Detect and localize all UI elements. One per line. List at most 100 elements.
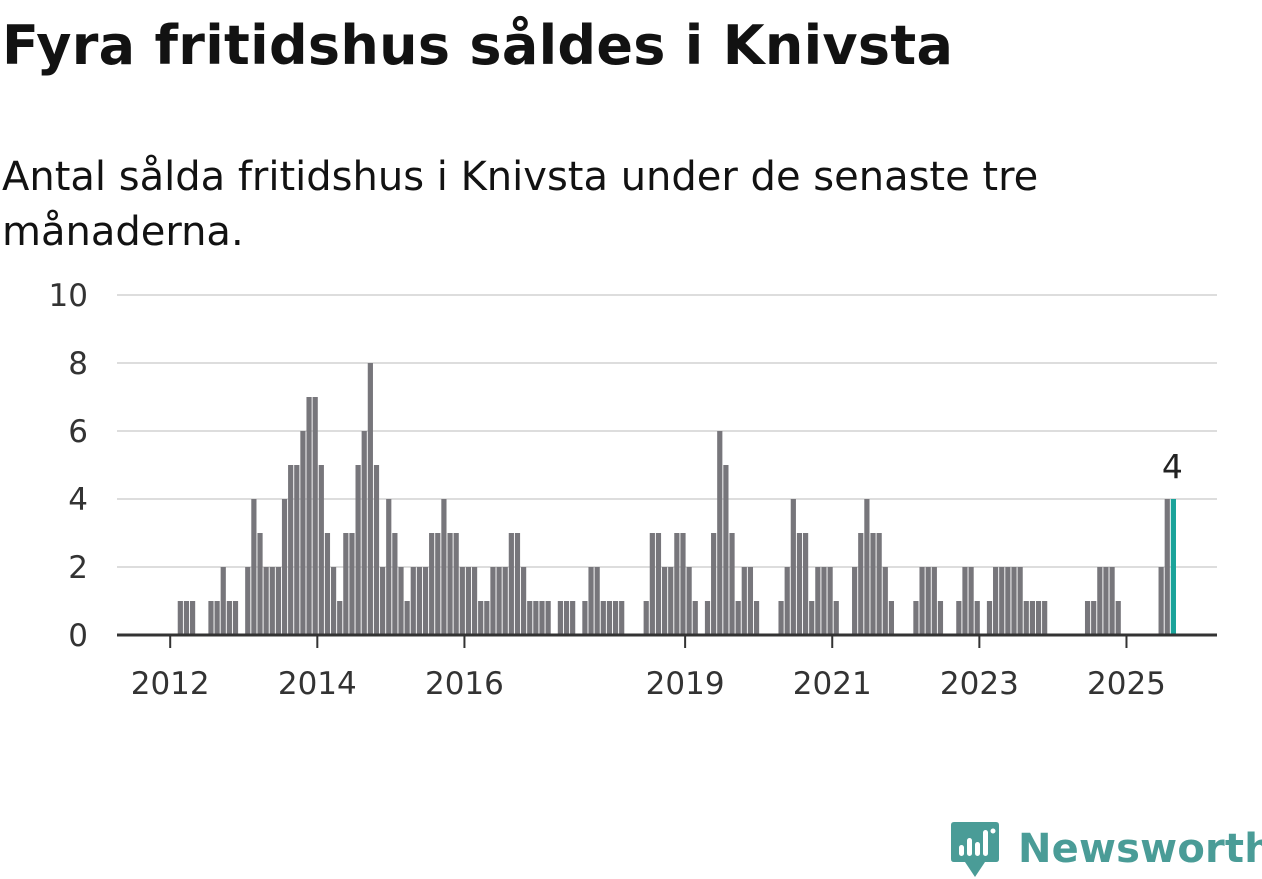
bar	[447, 533, 453, 635]
bar	[999, 567, 1005, 635]
bar	[778, 601, 784, 635]
bar	[257, 533, 263, 635]
bar	[968, 567, 974, 635]
newsworthy-logo-icon	[951, 822, 999, 877]
bar	[674, 533, 680, 635]
bar	[208, 601, 214, 635]
bar	[312, 397, 318, 635]
bar	[692, 601, 698, 635]
bar	[1091, 601, 1097, 635]
bar	[514, 533, 521, 635]
bar	[478, 601, 484, 635]
bar	[269, 567, 275, 635]
x-tick-label: 2021	[793, 666, 872, 702]
bar	[802, 533, 809, 635]
bar	[281, 499, 288, 635]
bar	[380, 567, 386, 635]
bar	[275, 567, 282, 635]
bar	[539, 601, 545, 635]
bar	[662, 567, 668, 635]
bar	[931, 567, 937, 635]
bar	[1158, 567, 1164, 635]
bar	[459, 567, 465, 635]
chart-subtitle: Antal sålda fritidshus i Knivsta under d…	[2, 154, 1039, 255]
bar	[582, 601, 588, 635]
bar	[796, 533, 803, 635]
bar	[189, 601, 196, 635]
bar	[1035, 601, 1042, 635]
bar	[521, 567, 527, 635]
x-tick-label: 2023	[940, 666, 1019, 702]
y-tick-label: 8	[68, 346, 88, 382]
bar	[668, 567, 674, 635]
bar	[490, 567, 496, 635]
bar	[612, 601, 619, 635]
bar	[373, 465, 380, 635]
newsworthy-logo: Newsworthy	[950, 819, 1262, 879]
bar	[876, 533, 882, 635]
bar	[784, 567, 790, 635]
bar	[600, 601, 606, 635]
bar	[429, 533, 435, 635]
bar	[821, 567, 827, 635]
bar	[398, 567, 404, 635]
bar	[852, 567, 858, 635]
bar	[294, 465, 300, 635]
bar	[545, 601, 551, 635]
bar	[251, 499, 257, 635]
bar	[232, 601, 239, 635]
bar	[441, 499, 447, 635]
bar	[956, 601, 962, 635]
bar	[790, 499, 796, 635]
x-tick-label: 2012	[131, 666, 210, 702]
y-tick-label: 10	[49, 278, 88, 314]
bar	[416, 567, 422, 635]
y-tick-label: 6	[68, 414, 88, 450]
bar	[527, 601, 533, 635]
bar	[533, 601, 539, 635]
bar	[870, 533, 876, 635]
bar	[827, 567, 833, 635]
y-tick-label: 2	[68, 550, 88, 586]
x-tick-label: 2019	[646, 666, 725, 702]
bar	[177, 601, 183, 635]
bar	[453, 533, 459, 635]
bar	[392, 533, 398, 635]
bar	[306, 397, 312, 635]
bars	[177, 363, 1176, 635]
bar	[570, 601, 576, 635]
bar	[735, 601, 741, 635]
bar	[484, 601, 490, 635]
bar	[913, 601, 919, 635]
bar	[741, 567, 747, 635]
bar	[993, 567, 999, 635]
bar	[747, 567, 754, 635]
bar	[723, 465, 729, 635]
bar	[858, 533, 864, 635]
bar	[349, 533, 355, 635]
bar	[435, 533, 441, 635]
bar	[1023, 601, 1029, 635]
bar	[680, 533, 686, 635]
bar	[711, 533, 717, 635]
bar-highlight	[1170, 499, 1176, 635]
bar	[655, 533, 662, 635]
bar	[882, 567, 888, 635]
brand-name: Newsworthy	[1018, 826, 1262, 872]
bar	[367, 363, 373, 635]
bar	[1115, 601, 1121, 635]
bar-chart: 0 2 4 6 8 10 2012 2014 2016 2019 2021 2023 2025 4	[49, 278, 1217, 702]
bar	[343, 533, 349, 635]
bar	[833, 601, 839, 635]
bar	[962, 567, 968, 635]
bar	[300, 431, 306, 635]
bar	[729, 533, 735, 635]
bar	[245, 567, 251, 635]
bar	[986, 601, 993, 635]
bar	[606, 601, 613, 635]
bar	[496, 567, 502, 635]
bar	[288, 465, 294, 635]
bar	[1109, 567, 1115, 635]
bar	[619, 601, 625, 635]
x-tick-label: 2014	[278, 666, 357, 702]
